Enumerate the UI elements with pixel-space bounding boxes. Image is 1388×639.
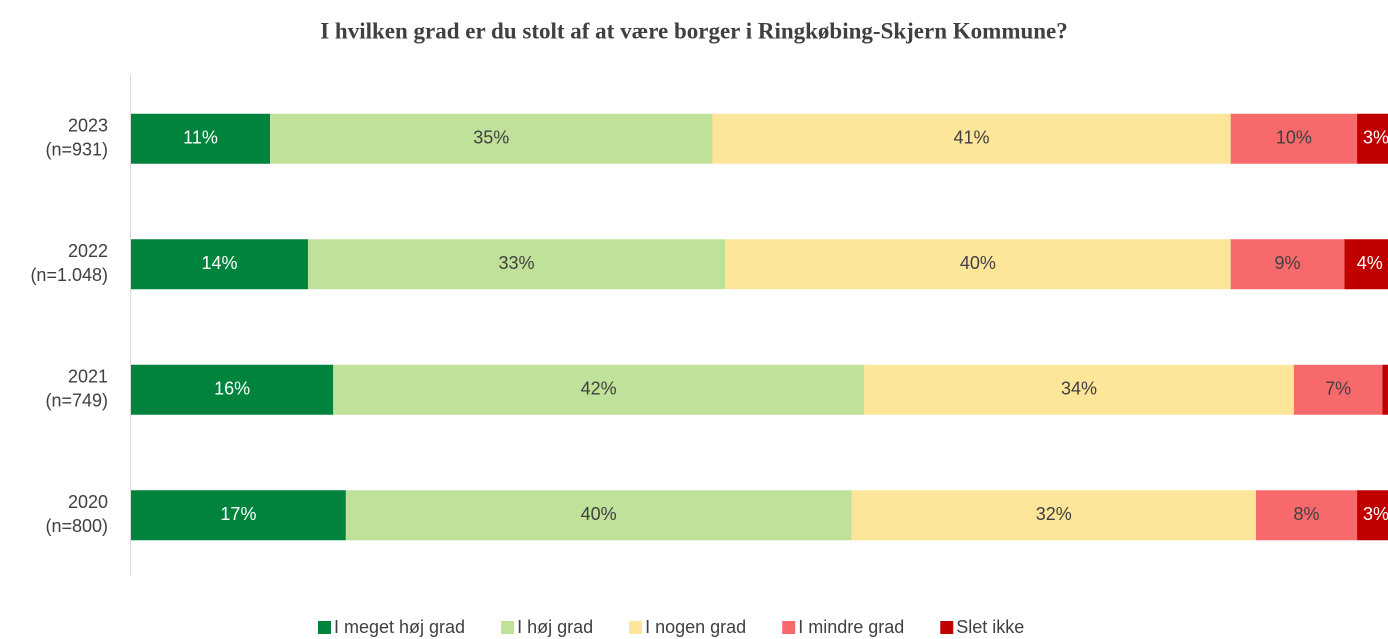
data-label: 35%	[473, 128, 509, 148]
y-tick-label: 2022	[68, 241, 108, 261]
data-label: 3%	[1363, 504, 1388, 524]
data-label: 32%	[1036, 504, 1072, 524]
bar-segment	[333, 364, 865, 415]
data-label: 9%	[1275, 253, 1301, 273]
y-tick-label: 2021	[68, 367, 108, 387]
data-label: 3%	[1363, 128, 1388, 148]
legend-swatch	[782, 621, 796, 634]
bar-segment	[712, 113, 1231, 164]
data-label: 11%	[183, 128, 218, 148]
y-tick-label: 2023	[68, 116, 108, 136]
data-label: 16%	[214, 379, 250, 399]
data-label: 10%	[1276, 128, 1312, 148]
bar-segment	[131, 490, 346, 541]
bar-segment	[1230, 113, 1358, 164]
bar-segment	[1357, 113, 1388, 164]
data-label: 33%	[499, 253, 535, 273]
bar-segment	[131, 113, 271, 164]
legend-swatch	[940, 621, 954, 634]
y-tick-label: (n=749)	[45, 391, 108, 411]
bar-segment	[1255, 490, 1358, 541]
data-label: 40%	[581, 504, 617, 524]
bar-segment	[1382, 364, 1388, 415]
chart-title: I hvilken grad er du stolt af at være bo…	[320, 18, 1068, 43]
bar-segment	[1344, 239, 1388, 290]
y-tick-label: (n=1.048)	[30, 265, 108, 285]
y-tick-label: (n=931)	[45, 140, 108, 160]
legend-swatch	[318, 621, 331, 634]
data-label: 34%	[1061, 379, 1097, 399]
legend-label: I meget høj grad	[334, 617, 465, 637]
bar-segment	[131, 364, 334, 415]
data-label: 40%	[960, 253, 996, 273]
legend-swatch	[501, 621, 515, 634]
bar-segment	[1357, 490, 1388, 541]
legend-swatch	[629, 621, 643, 634]
legend-label: I høj grad	[517, 617, 593, 637]
legend-label: Slet ikke	[956, 617, 1024, 637]
data-label: 8%	[1294, 504, 1320, 524]
data-label: 7%	[1325, 379, 1351, 399]
bar-segment	[307, 239, 726, 290]
data-label: 4%	[1357, 253, 1383, 273]
bar-segment	[1293, 364, 1383, 415]
bar-segment	[864, 364, 1294, 415]
bar-segment	[725, 239, 1231, 290]
data-label: 42%	[581, 379, 617, 399]
bar-segment	[345, 490, 852, 541]
y-tick-label: 2020	[68, 492, 108, 512]
bar-segment	[851, 490, 1256, 541]
bar-segment	[270, 113, 713, 164]
data-label: 14%	[201, 253, 237, 273]
bar-segment	[1230, 239, 1345, 290]
bar-segment	[131, 239, 308, 290]
legend-label: I mindre grad	[798, 617, 904, 637]
data-label: 17%	[220, 504, 256, 524]
data-label: 41%	[954, 128, 990, 148]
legend-label: I nogen grad	[645, 617, 746, 637]
y-tick-label: (n=800)	[45, 516, 108, 536]
